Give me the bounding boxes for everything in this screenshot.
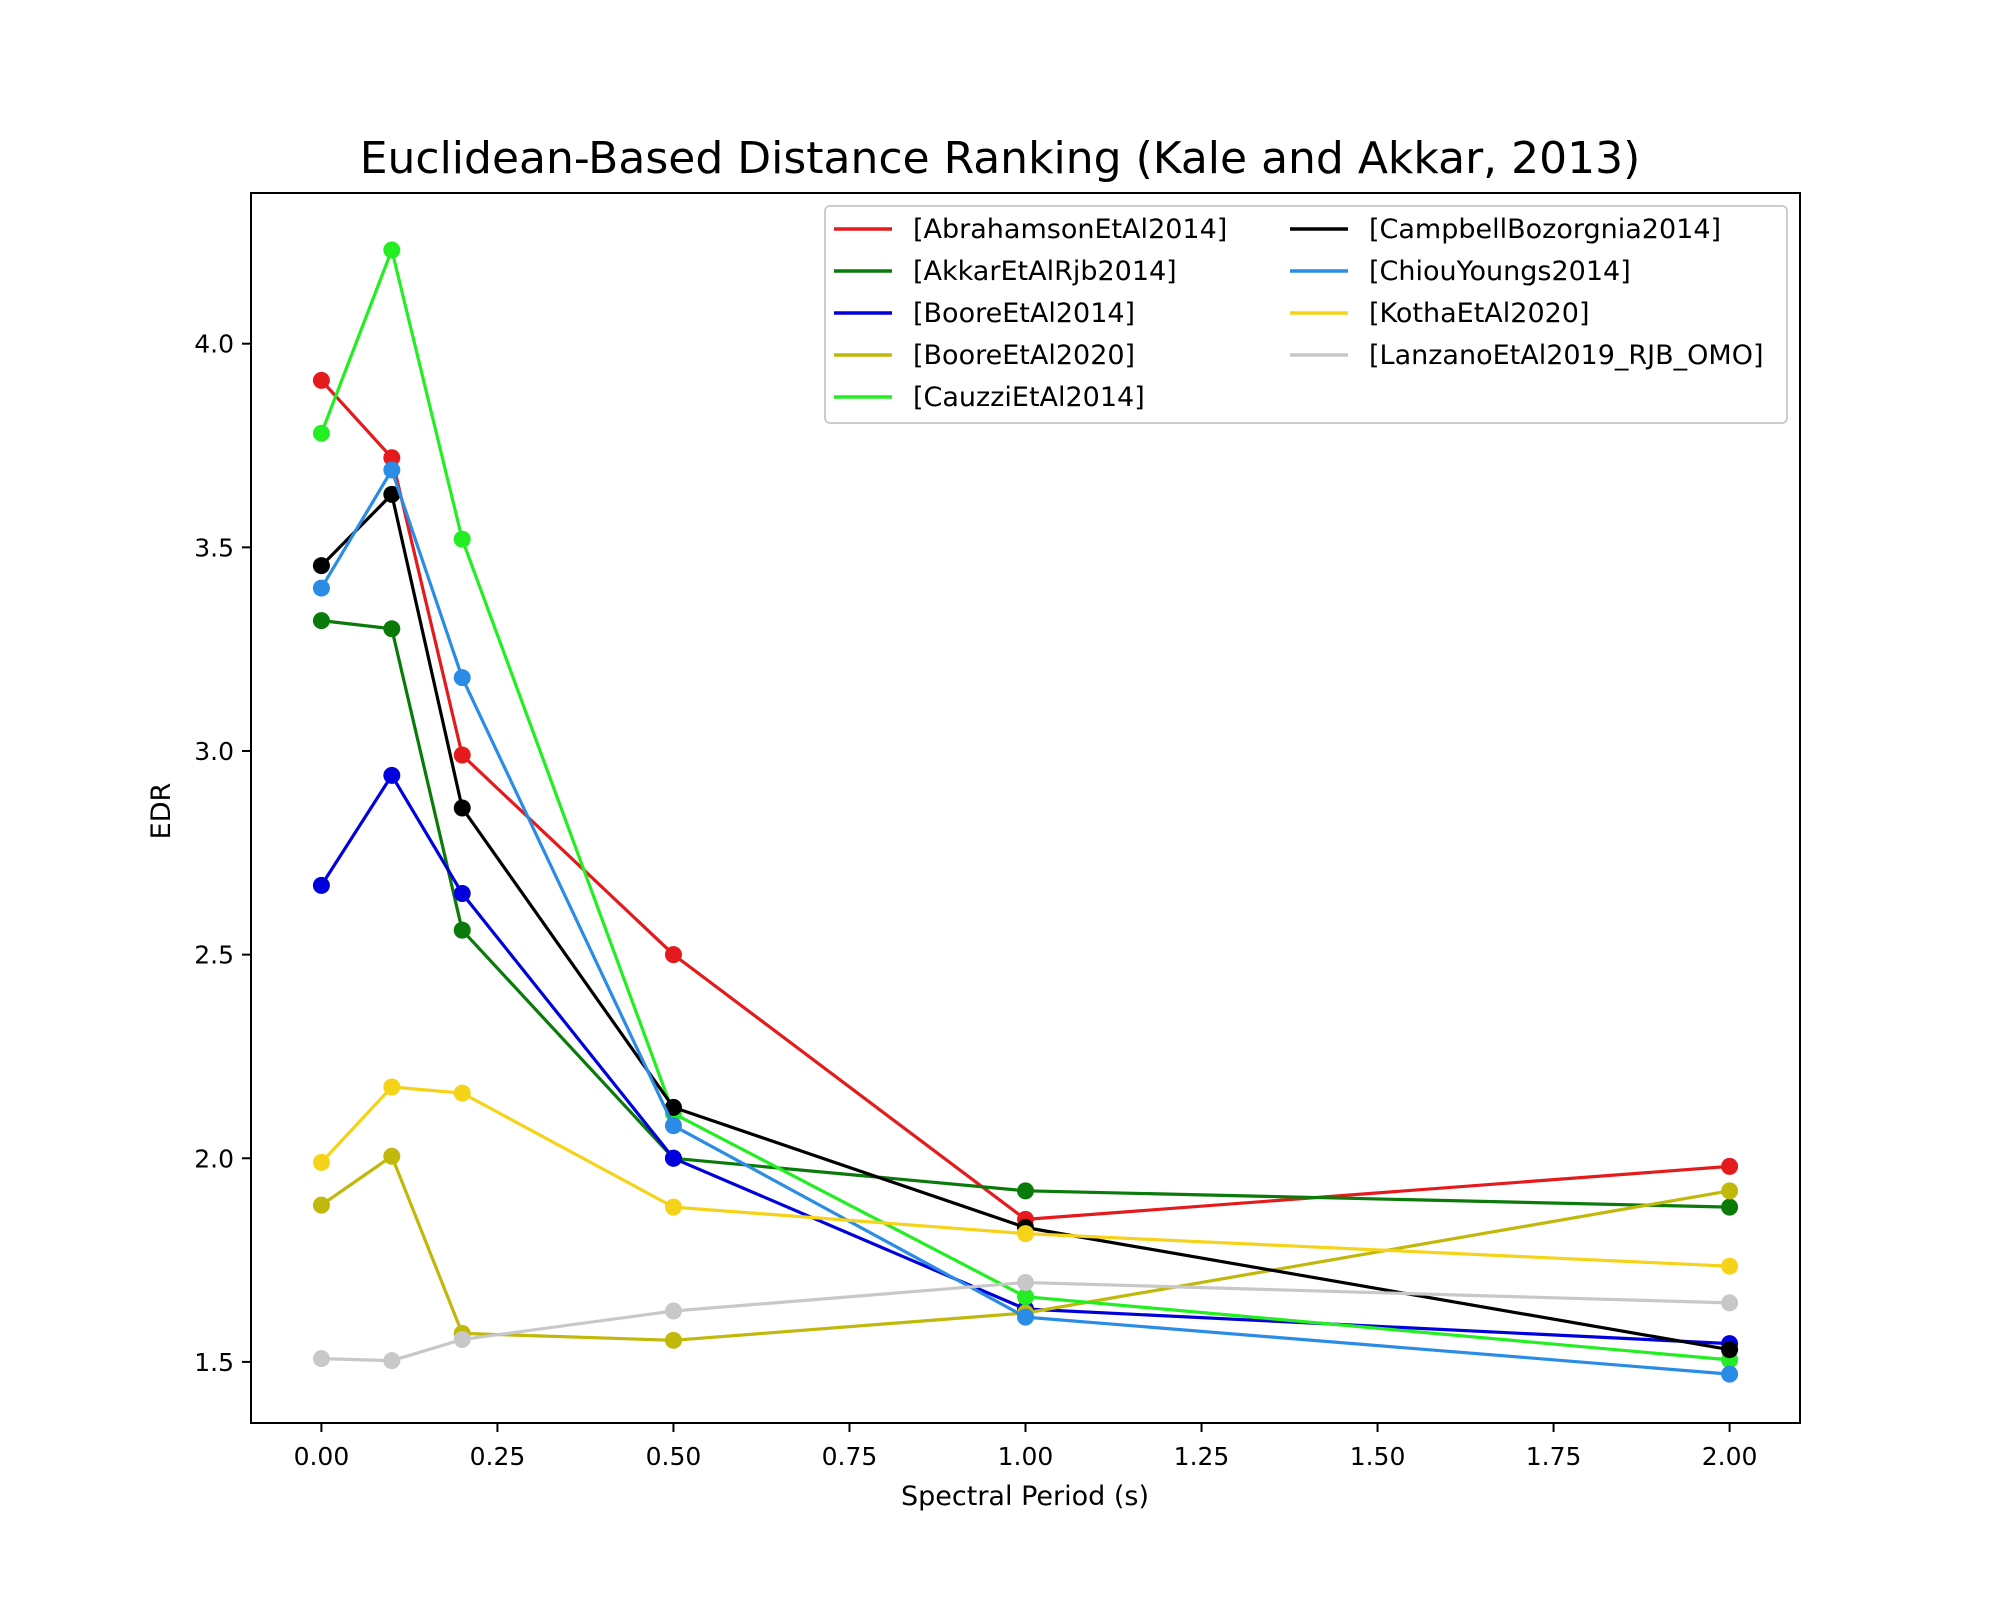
y-tick-label: 3.5 [194, 533, 234, 562]
data-point [453, 746, 471, 764]
data-point [664, 1098, 682, 1116]
x-tick-label: 0.00 [294, 1442, 350, 1471]
data-point [1721, 1365, 1739, 1383]
series-line-3 [320, 1154, 1730, 1342]
data-point [1017, 1308, 1034, 1326]
series-line-8 [321, 1280, 1730, 1363]
x-tick-label: 1.50 [1350, 1442, 1406, 1471]
series-line-5 [320, 492, 1730, 1352]
y-tick-label: 3.0 [194, 737, 234, 766]
data-point [1721, 1341, 1739, 1359]
y-tick-label: 4.0 [194, 330, 234, 359]
data-point [312, 1153, 330, 1171]
legend-entry: [CampbellBozorgnia2014] [1369, 214, 1721, 245]
legend-entry: [ChiouYoungs2014] [1369, 256, 1631, 287]
legend-entry: [LanzanoEtAl2019_RJB_OMO] [1369, 340, 1764, 371]
x-tick-label: 0.75 [822, 1442, 878, 1471]
data-point [1721, 1182, 1739, 1200]
data-point [664, 1302, 682, 1320]
data-point [312, 1196, 330, 1214]
data-point [1017, 1288, 1034, 1306]
data-point [312, 1350, 330, 1368]
data-point [1721, 1294, 1739, 1312]
legend-entry: [CauzziEtAl2014] [913, 382, 1145, 413]
x-axis-label: Spectral Period (s) [901, 1481, 1149, 1512]
data-point [1721, 1198, 1739, 1216]
data-point [312, 612, 330, 630]
legend-entry: [AkkarEtAlRjb2014] [913, 256, 1177, 287]
data-point [383, 461, 401, 479]
series-line-6 [320, 468, 1730, 1376]
x-tick-label: 0.25 [470, 1442, 526, 1471]
x-axis: 0.00 0.25 0.50 0.75 1.00 1.25 1.50 1.75 2.00 [294, 1423, 1758, 1471]
legend-entry: [BooreEtAl2020] [913, 340, 1135, 371]
series-line-4 [319, 248, 1730, 1362]
data-point [312, 424, 330, 442]
data-point [664, 946, 682, 964]
x-tick-label: 1.00 [998, 1442, 1054, 1471]
data-point [383, 1078, 401, 1096]
data-point [383, 620, 401, 638]
data-point [664, 1117, 682, 1135]
data-point [453, 799, 471, 817]
x-tick-label: 1.25 [1174, 1442, 1230, 1471]
y-tick-label: 2.5 [194, 941, 234, 970]
x-tick-label: 2.00 [1702, 1442, 1758, 1471]
data-point [383, 485, 401, 503]
y-tick-label: 1.5 [194, 1348, 234, 1377]
data-point [1017, 1182, 1034, 1200]
data-point [1721, 1157, 1739, 1175]
data-point [383, 1352, 401, 1370]
x-tick-label: 0.50 [646, 1442, 702, 1471]
data-point [453, 669, 471, 687]
data-point [1017, 1273, 1034, 1291]
series-line-7 [320, 1085, 1730, 1268]
data-point [312, 876, 330, 894]
x-tick-label: 1.75 [1526, 1442, 1582, 1471]
legend-entry: [AbrahamsonEtAl2014] [913, 214, 1227, 245]
data-point [383, 1147, 401, 1165]
legend-entry: [BooreEtAl2014] [913, 298, 1135, 329]
data-point [383, 241, 401, 259]
plot-area [312, 241, 1739, 1383]
data-point [453, 921, 471, 939]
data-point [312, 579, 330, 597]
data-point [383, 766, 401, 784]
data-point [453, 1331, 471, 1349]
legend-entry: [KothaEtAl2020] [1369, 298, 1590, 329]
data-point [453, 530, 471, 548]
legend: [AbrahamsonEtAl2014] [AkkarEtAlRjb2014] [B… [824, 205, 1788, 424]
chart-title: Euclidean-Based Distance Ranking (Kale a… [360, 133, 1641, 184]
data-point [312, 557, 330, 575]
data-point [664, 1149, 682, 1167]
data-point [383, 449, 401, 467]
data-point [664, 1198, 682, 1216]
data-point [1017, 1225, 1034, 1243]
data-point [1721, 1257, 1739, 1275]
y-axis-label: EDR [146, 783, 177, 840]
y-tick-label: 2.0 [194, 1144, 234, 1173]
data-point [664, 1331, 682, 1349]
y-axis: 1.5 2.0 2.5 3.0 3.5 4.0 [194, 330, 251, 1377]
series-line-1 [321, 619, 1730, 1209]
data-point [453, 1084, 471, 1102]
data-point [453, 885, 471, 903]
plot-frame [250, 192, 1801, 1424]
series-line-2 [320, 773, 1730, 1346]
series-line-0 [320, 379, 1730, 1222]
data-point [312, 371, 330, 389]
